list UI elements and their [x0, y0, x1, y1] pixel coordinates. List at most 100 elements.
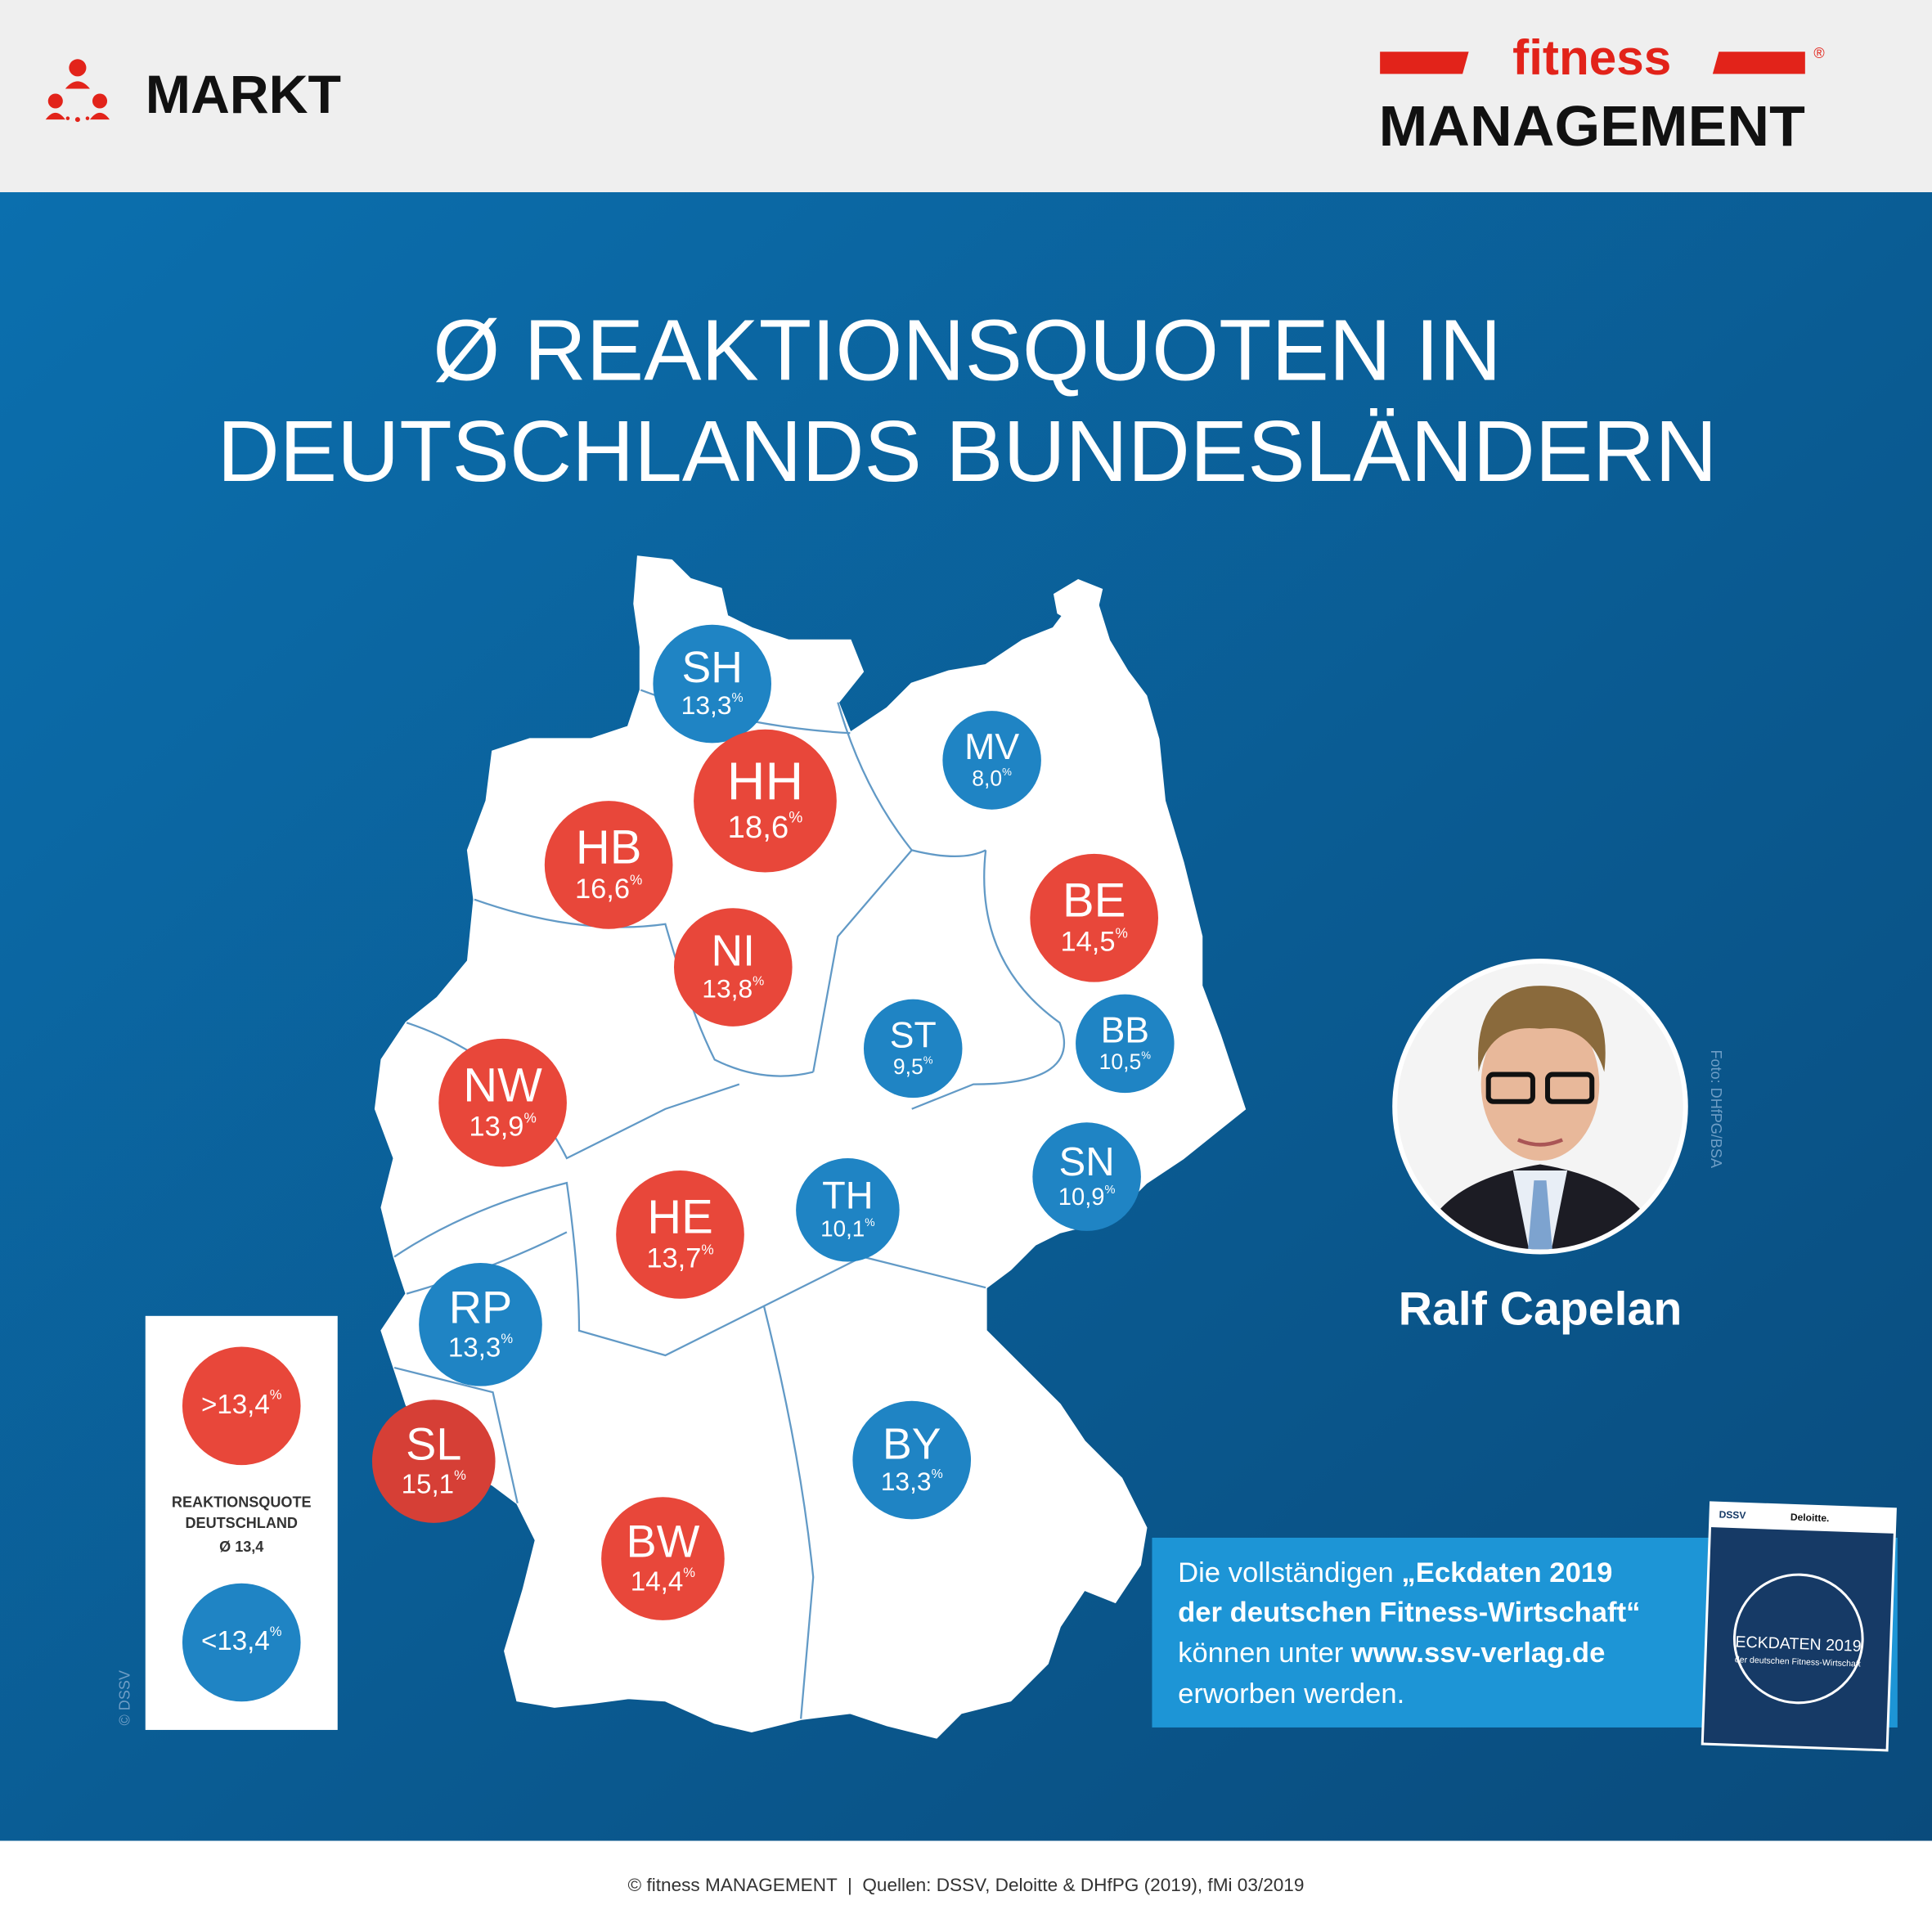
legend-average: Ø 13,4 — [219, 1539, 263, 1555]
region-value: 13,8% — [702, 974, 764, 1004]
section-label: MARKT — [146, 65, 341, 125]
person-name: Ralf Capelan — [1399, 1283, 1683, 1335]
region-code: SH — [682, 644, 743, 692]
footer-text: © fitness MANAGEMENT | Quellen: DSSV, De… — [628, 1875, 1305, 1895]
promo-text: www.ssv-verlag.de — [1350, 1638, 1605, 1669]
value-number: 14,4 — [631, 1566, 683, 1597]
legend-unit: % — [270, 1624, 282, 1639]
value-unit: % — [753, 974, 764, 988]
region-code: NI — [712, 928, 756, 976]
promo-line: der deutschen Fitness-Wirtschaft“ — [1178, 1597, 1640, 1629]
promo-line: Die vollständigen „Eckdaten 2019 — [1178, 1557, 1612, 1588]
region-value: 13,3% — [881, 1467, 943, 1496]
legend-unit: % — [270, 1387, 282, 1403]
value-number: 9,5 — [893, 1054, 923, 1079]
section-icon — [45, 59, 110, 123]
region-marker — [1076, 994, 1175, 1094]
region-value: 10,5% — [1099, 1049, 1152, 1074]
value-number: 13,3 — [881, 1467, 932, 1496]
value-number: 18,6 — [728, 810, 789, 845]
region-marker — [616, 1170, 744, 1299]
value-number: 14,5 — [1060, 927, 1115, 958]
logo-bottom: MANAGEMENT — [1379, 94, 1805, 158]
value-unit: % — [701, 1241, 713, 1257]
region-marker — [796, 1157, 900, 1262]
value-number: 13,3 — [681, 690, 732, 720]
legend-caption: DEUTSCHLAND — [186, 1515, 298, 1531]
value-number: 13,8 — [702, 974, 753, 1004]
region-value: 9,5% — [893, 1054, 933, 1079]
region-code: HE — [647, 1191, 713, 1243]
region-code: SN — [1059, 1140, 1115, 1184]
region-code: MV — [964, 727, 1019, 767]
value-number: 15,1 — [402, 1469, 454, 1499]
value-unit: % — [932, 1467, 943, 1481]
region-marker — [694, 729, 837, 873]
value-number: 13,9 — [469, 1112, 523, 1143]
logo-top: fitness — [1512, 29, 1671, 85]
region-value: 13,3% — [681, 690, 744, 720]
island — [1053, 578, 1103, 622]
promo-text: „Eckdaten 2019 — [1401, 1557, 1612, 1588]
value-unit: % — [1002, 766, 1012, 778]
region-marker — [673, 908, 793, 1027]
legend: >13,4%<13,4% — [182, 1346, 301, 1702]
value-number: 13,7 — [646, 1243, 701, 1274]
legend-label: <13,4% — [201, 1624, 282, 1656]
region-code: BE — [1063, 874, 1126, 927]
region-marker — [863, 999, 963, 1099]
value-unit: % — [923, 1054, 933, 1066]
region-code: BB — [1101, 1010, 1149, 1050]
region-code: TH — [822, 1175, 873, 1217]
book-publisher: DSSV — [1719, 1509, 1746, 1521]
value-number: 10,5 — [1099, 1049, 1142, 1074]
region-code: HH — [727, 751, 803, 811]
promo-line: können unter www.ssv-verlag.de — [1178, 1638, 1605, 1669]
photo-credit: Foto: DHfPG/BSA — [1708, 1049, 1724, 1168]
value-unit: % — [683, 1565, 695, 1580]
region-marker — [544, 801, 673, 929]
region-marker — [438, 1038, 567, 1167]
region-value: 13,9% — [469, 1109, 536, 1143]
legend-swatch — [182, 1346, 301, 1466]
value-unit: % — [630, 871, 642, 887]
value-unit: % — [732, 691, 744, 705]
region-value: 13,3% — [448, 1331, 513, 1363]
map-credit: © DSSV — [116, 1670, 133, 1726]
book-subtitle: der deutschen Fitness-Wirtschaft — [1735, 1655, 1861, 1669]
title-line: DEUTSCHLANDS BUNDESLÄNDERN — [218, 404, 1718, 500]
region-marker — [371, 1400, 496, 1523]
photo — [1397, 963, 1683, 1250]
region-value: 10,1% — [820, 1215, 875, 1241]
region-value: 8,0% — [972, 766, 1012, 791]
region-code: BY — [883, 1420, 941, 1468]
region-marker — [419, 1263, 542, 1386]
region-value: 15,1% — [402, 1467, 466, 1499]
value-unit: % — [1141, 1049, 1151, 1061]
region-value: 16,6% — [575, 871, 642, 905]
region-code: SL — [406, 1419, 461, 1470]
region-code: BW — [627, 1516, 700, 1567]
logo-mark: ® — [1813, 45, 1825, 61]
value-number: 8,0 — [972, 766, 1002, 791]
region-value: 10,9% — [1058, 1184, 1116, 1211]
book-partner: Deloitte. — [1790, 1512, 1830, 1525]
book-title: ECKDATEN 2019 — [1735, 1633, 1862, 1655]
value-number: 10,9 — [1058, 1184, 1105, 1211]
value-unit: % — [501, 1331, 513, 1346]
region-value: 14,4% — [631, 1565, 695, 1597]
region-marker — [1030, 853, 1158, 982]
region-code: RP — [449, 1283, 512, 1333]
value-unit: % — [1105, 1184, 1116, 1197]
value-unit: % — [1116, 924, 1128, 941]
header-bar — [0, 0, 1932, 192]
promo-text: können unter — [1178, 1638, 1351, 1669]
book: DSSV Deloitte. ECKDATEN 2019 der deutsch… — [1701, 1501, 1897, 1752]
value-number: 10,1 — [820, 1216, 865, 1242]
value-number: 16,6 — [575, 874, 630, 905]
legend-caption: REAKTIONSQUOTE — [172, 1494, 312, 1511]
value-number: 13,3 — [448, 1332, 501, 1363]
region-marker — [653, 624, 771, 744]
